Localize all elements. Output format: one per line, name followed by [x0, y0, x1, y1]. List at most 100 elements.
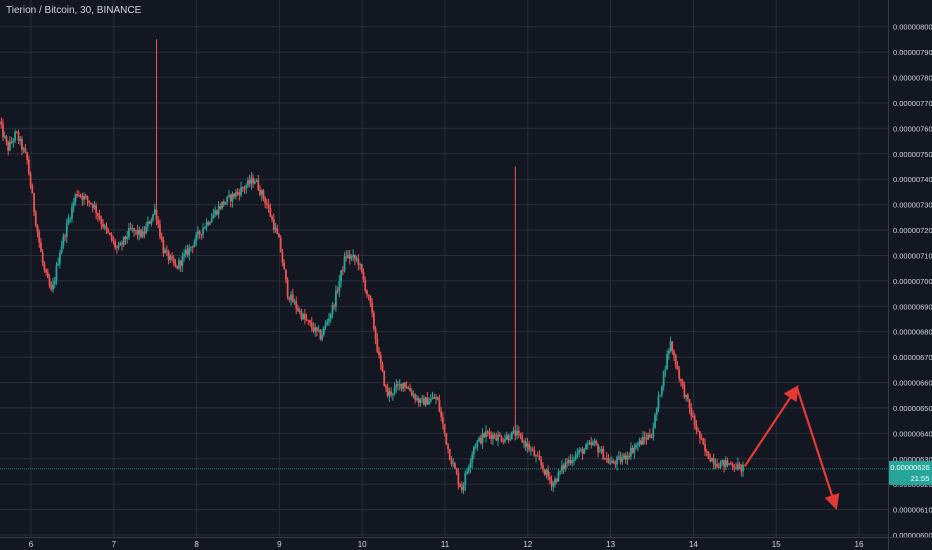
candle-body [479, 437, 482, 444]
y-tick-label: 0.00000790 [893, 48, 932, 57]
candle-body [476, 441, 479, 447]
candle-body [298, 310, 301, 312]
candle-body [141, 231, 144, 238]
candle-body [559, 470, 562, 472]
candle-body [372, 312, 375, 329]
candle-body [611, 460, 613, 463]
candle-body [417, 398, 420, 404]
candle-body [616, 457, 618, 465]
candle-body [162, 240, 165, 254]
candle-body [650, 436, 653, 438]
candle-body [498, 434, 501, 437]
candle-body [212, 214, 215, 219]
time-axis[interactable]: 6 7 8 9 10 11 12 13 14 15 16 [0, 537, 932, 550]
candle-body [688, 399, 691, 408]
candle-body [197, 231, 199, 235]
candle-body [284, 269, 287, 280]
candle-body [700, 438, 703, 440]
candle-body [34, 211, 37, 226]
candle-body [538, 456, 541, 460]
candle-body [422, 398, 425, 406]
candle-body [93, 205, 96, 208]
x-tick-label: 13 [606, 540, 615, 549]
y-tick-label: 0.00000680 [893, 328, 932, 337]
candle-body [348, 254, 351, 259]
candle-body [269, 207, 272, 217]
candle-body [143, 231, 146, 234]
candle-body [379, 354, 382, 364]
candle-body [105, 225, 108, 230]
x-tick-label: 14 [689, 540, 698, 549]
candle-body [614, 462, 617, 465]
candle-body [426, 397, 429, 405]
candle-body [410, 391, 413, 396]
candle-body [491, 434, 494, 440]
candle-body [416, 398, 418, 400]
candle-body [24, 148, 27, 153]
candle-body [336, 290, 339, 292]
candle-body [134, 230, 137, 232]
candle-body [231, 193, 234, 202]
candle-body [597, 444, 600, 453]
candle-body [447, 444, 449, 449]
candle-body [60, 246, 63, 254]
candle-body [535, 455, 537, 457]
candle-body [207, 222, 210, 225]
candle-body [65, 223, 68, 237]
candle-body [102, 223, 104, 228]
candle-body [483, 433, 486, 438]
candle-body [314, 327, 317, 332]
candle-body [633, 447, 636, 453]
candle-body [716, 464, 719, 468]
candle-body [523, 441, 525, 443]
candle-body [667, 350, 670, 355]
candle-body [433, 397, 436, 399]
candle-body [3, 136, 6, 138]
candle-body [331, 305, 334, 314]
candle-body [45, 269, 48, 273]
candle-body [247, 180, 249, 186]
y-tick-label: 0.00000710 [893, 251, 932, 260]
candle-body [188, 247, 191, 255]
candle-body [5, 136, 8, 142]
candle-body [693, 416, 696, 425]
candle-body [367, 294, 370, 296]
candle-body [655, 408, 658, 415]
y-tick-label: 0.00000800 [893, 23, 932, 32]
candle-body [473, 447, 475, 455]
candle-body [328, 318, 330, 322]
candle-body [438, 400, 441, 412]
candle-body [27, 160, 30, 174]
candle-body [671, 341, 674, 352]
candle-body [338, 281, 341, 292]
candle-body [459, 483, 462, 488]
candle-body [738, 463, 741, 465]
candle-body [107, 229, 110, 233]
x-tick-label: 8 [194, 540, 199, 549]
candle-body [81, 196, 84, 200]
candle-body [193, 241, 196, 247]
candle-body [680, 378, 682, 381]
candle-body [481, 433, 484, 444]
candle-body [324, 323, 327, 328]
y-tick-label: 0.00000670 [893, 353, 932, 362]
candle-body [347, 254, 349, 258]
candle-body [264, 198, 267, 204]
candle-body [302, 314, 305, 319]
candle-body [450, 459, 453, 465]
candle-body [57, 263, 60, 266]
candle-body [71, 206, 73, 219]
candle-body [167, 250, 170, 261]
candle-body [67, 219, 70, 224]
candle-body [40, 242, 42, 252]
candle-body [360, 264, 363, 273]
y-tick-label: 0.00000640 [893, 429, 932, 438]
candle-body [203, 227, 206, 229]
candle-body [405, 386, 408, 389]
candle-body [26, 152, 29, 161]
candle-body [297, 308, 299, 312]
candle-body [414, 394, 417, 400]
candle-body [164, 250, 167, 254]
candle-body [542, 465, 544, 470]
